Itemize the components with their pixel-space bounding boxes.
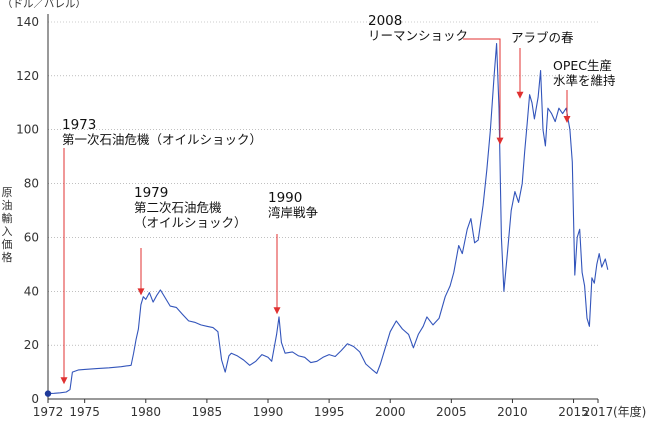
annotation-oil-shock-2-line-0: 1979	[134, 185, 168, 201]
annotation-arab-spring-line-0: アラブの春	[511, 30, 574, 45]
y-tick-100: 100	[16, 123, 39, 137]
annotation-oil-shock-1-line-0: 1973	[62, 117, 96, 133]
x-tick-labels: 1972 1975 1980 1985 1990 1995 2000 2005 2010 2015…	[33, 404, 647, 419]
x-tick-2000: 2000	[375, 405, 406, 419]
y-axis-label-char: 価	[2, 238, 13, 251]
x-tick-1995: 1995	[314, 405, 345, 419]
x-tick-2010: 2010	[497, 405, 528, 419]
y-axis-label-char: 入	[2, 225, 13, 238]
grid	[48, 21, 598, 346]
y-tick-80: 80	[24, 177, 39, 191]
x-tick-2005: 2005	[436, 405, 467, 419]
annotation-opec-line-0: OPEC生産	[553, 58, 612, 73]
x-tick-1980: 1980	[131, 405, 162, 419]
y-tick-120: 120	[16, 69, 39, 83]
start-point-marker	[44, 390, 52, 397]
annotation-arrowhead-gulf-war	[273, 307, 281, 315]
y-tick-20: 20	[24, 338, 39, 352]
annotation-arrowhead-oil-shock-1	[60, 377, 68, 385]
y-axis-label-char: 格	[2, 250, 13, 264]
x-tick-2017: 2017	[583, 405, 614, 419]
y-tick-60: 60	[24, 230, 39, 244]
series-line	[47, 42, 609, 395]
y-tick-40: 40	[24, 284, 39, 298]
x-tick-1990: 1990	[253, 405, 284, 419]
y-tick-labels: 0 20 40 60 80 100 120 140	[16, 15, 39, 406]
annotation-arrowhead-opec	[563, 116, 571, 124]
y-tick-0: 0	[31, 392, 39, 406]
annotation-lehman-shock-line-1: リーマンショック	[368, 28, 468, 43]
y-tick-140: 140	[16, 15, 39, 29]
x-unit-suffix: (年度)	[613, 404, 646, 419]
x-tick-2015: 2015	[558, 405, 589, 419]
annotation-oil-shock-1-line-1: 第一次石油危機（オイルショック）	[62, 132, 262, 147]
annotation-lehman-shock-line-0: 2008	[368, 13, 402, 29]
annotation-arrowhead-lehman-shock	[496, 137, 504, 145]
y-axis-label-char: 輸	[2, 211, 13, 225]
annotation-oil-shock-2-line-1: 第二次石油危機	[134, 200, 222, 215]
x-tick-1975: 1975	[69, 405, 100, 419]
y-axis-label-char: 油	[2, 198, 13, 212]
annotation-oil-shock-2-line-2: （オイルショック）	[134, 215, 247, 230]
annotation-opec-line-1: 水準を維持	[553, 73, 616, 88]
annotation-arrowhead-oil-shock-2	[137, 288, 145, 296]
y-axis-label-char: 原	[2, 186, 13, 199]
annotation-gulf-war-line-1: 湾岸戦争	[268, 205, 318, 220]
x-tick-1985: 1985	[192, 405, 223, 419]
annotation-arab-spring: アラブの春	[511, 30, 574, 99]
y-unit-label: （ドル／バレル）	[2, 0, 86, 10]
annotation-arrowhead-arab-spring	[516, 91, 524, 99]
x-tick-1972: 1972	[33, 405, 64, 419]
annotation-arrow-lehman-shock	[463, 38, 501, 139]
annotations: 1973第一次石油危機（オイルショック）1979第二次石油危機（オイルショック）…	[60, 13, 616, 385]
axes	[47, 14, 599, 403]
annotation-gulf-war-line-0: 1990	[268, 190, 302, 206]
